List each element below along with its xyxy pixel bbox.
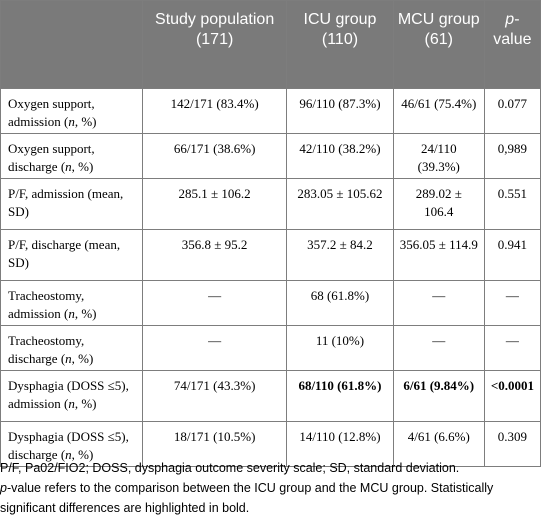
table-row: Dysphagia (DOSS ≤5), admission (n, %) 74/… [0, 370, 542, 422]
cell-mcu-group: 4/61 (6.6%) [392, 421, 485, 467]
row-label: P/F, discharge (mean, SD) [0, 229, 143, 281]
cell-p-value: — [483, 325, 542, 371]
cell-icu-group: 68/110 (61.8%) [286, 370, 394, 422]
row-label: Tracheostomy, discharge (n, %) [0, 325, 143, 371]
cell-p-value: — [483, 280, 542, 326]
cell-icu-group: 68 (61.8%) [286, 280, 394, 326]
header-icu-group: ICU group (110) [286, 0, 394, 89]
header-p-italic: p [505, 11, 515, 28]
row-label: Oxygen support, discharge (n, %) [0, 133, 143, 179]
cell-icu-group: 96/110 (87.3%) [286, 88, 394, 134]
table-row: Dysphagia (DOSS ≤5), discharge (n, %) 18/… [0, 421, 542, 467]
footnote-abbreviations: P/F, Pa02/FIO2; DOSS, dysphagia outcome … [0, 461, 460, 475]
cell-icu-group: 11 (10%) [286, 325, 394, 371]
cell-p-value: 0,989 [483, 133, 542, 179]
cell-study-population: 285.1 ± 106.2 [141, 178, 288, 230]
cell-mcu-group: 24/110 (39.3%) [392, 133, 485, 179]
cell-study-population: 66/171 (38.6%) [141, 133, 288, 179]
header-row: Study population (171) ICU group (110) M… [0, 0, 542, 89]
header-p-rest: - value [493, 11, 532, 48]
table-row: Oxygen support, admission (n, %) 142/171 … [0, 88, 542, 134]
cell-mcu-group: — [392, 325, 485, 371]
cell-p-value: <0.0001 [483, 370, 542, 422]
cell-p-value: 0.077 [483, 88, 542, 134]
cell-icu-group: 42/110 (38.2%) [286, 133, 394, 179]
cell-p-value: 0.941 [483, 229, 542, 281]
header-p-value: p-value [483, 0, 542, 89]
row-label: Dysphagia (DOSS ≤5), admission (n, %) [0, 370, 143, 422]
cell-mcu-group: 6/61 (9.84%) [392, 370, 485, 422]
row-label: P/F, admission (mean, SD) [0, 178, 143, 230]
cell-mcu-group: 289.02 ± 106.4 [392, 178, 485, 230]
table-row: Tracheostomy, discharge (n, %) —11 (10%) —… [0, 325, 542, 371]
row-label: Tracheostomy, admission (n, %) [0, 280, 143, 326]
table-row: Oxygen support, discharge (n, %) 66/171 (… [0, 133, 542, 179]
cell-p-value: 0.309 [483, 421, 542, 467]
table-row: P/F, discharge (mean, SD) 356.8 ± 95.2 357… [0, 229, 542, 281]
footnote-p-italic: p [0, 481, 7, 495]
cell-p-value: 0.551 [483, 178, 542, 230]
cell-icu-group: 14/110 (12.8%) [286, 421, 394, 467]
cell-mcu-group: — [392, 280, 485, 326]
table-footnote: P/F, Pa02/FIO2; DOSS, dysphagia outcome … [0, 458, 541, 518]
table-row: P/F, admission (mean, SD) 285.1 ± 106.2 28… [0, 178, 542, 230]
row-label: Dysphagia (DOSS ≤5), discharge (n, %) [0, 421, 143, 467]
table-row: Tracheostomy, admission (n, %) —68 (61.8%… [0, 280, 542, 326]
cell-mcu-group: 46/61 (75.4%) [392, 88, 485, 134]
cell-study-population: 142/171 (83.4%) [141, 88, 288, 134]
header-blank [0, 0, 143, 89]
cell-study-population: — [141, 325, 288, 371]
header-study-population: Study population (171) [141, 0, 288, 89]
cell-study-population: 356.8 ± 95.2 [141, 229, 288, 281]
cell-study-population: — [141, 280, 288, 326]
results-table: Study population (171) ICU group (110) M… [0, 0, 542, 467]
cell-mcu-group: 356.05 ± 114.9 [392, 229, 485, 281]
footnote-significance-text: -value refers to the comparison between … [0, 481, 494, 515]
cell-study-population: 74/171 (43.3%) [141, 370, 288, 422]
header-mcu-group: MCU group (61) [392, 0, 485, 89]
row-label: Oxygen support, admission (n, %) [0, 88, 143, 134]
footnote-significance: p-value refers to the comparison between… [0, 478, 541, 518]
cell-icu-group: 283.05 ± 105.62 [286, 178, 394, 230]
cell-icu-group: 357.2 ± 84.2 [286, 229, 394, 281]
cell-study-population: 18/171 (10.5%) [141, 421, 288, 467]
